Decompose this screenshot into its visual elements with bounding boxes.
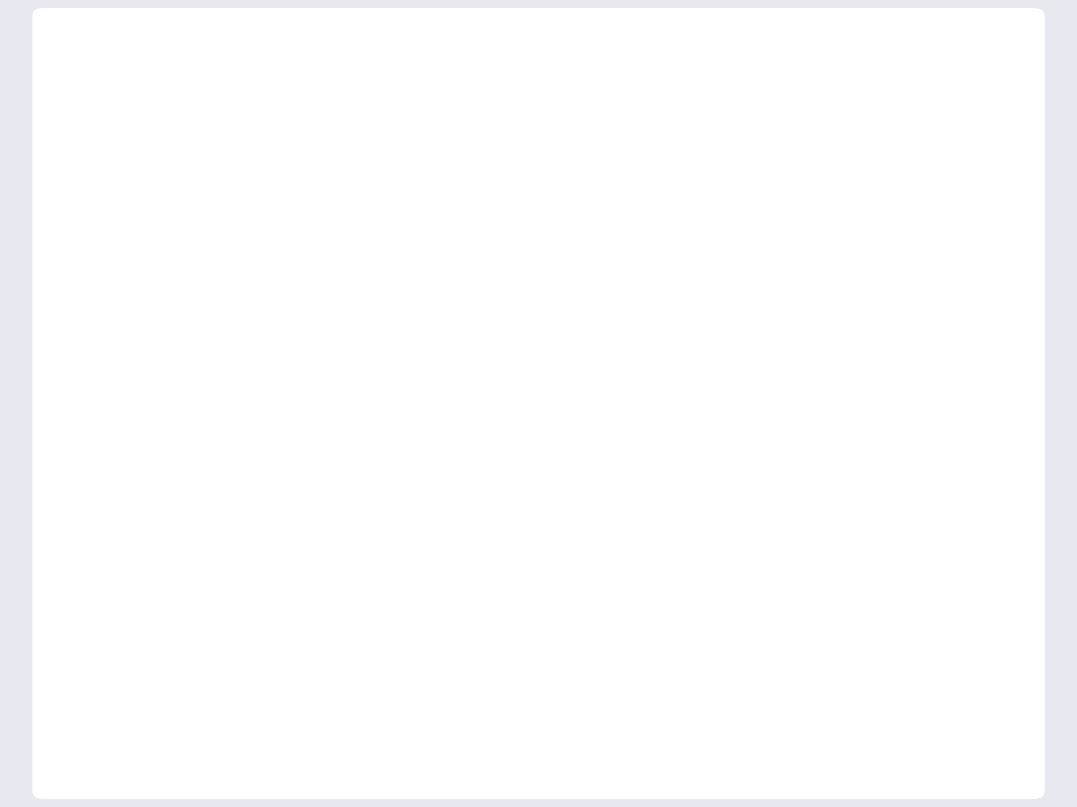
Text: $\int \dfrac{x^4}{x^2 + 5}\, dx = \dfrac{x^3}{3} - 5x + 5\sqrt{5}\, \tan^{-1}\!\: $\int \dfrac{x^4}{x^2 + 5}\, dx = \dfrac… [294, 182, 848, 254]
Text: The technique used to prove that: The technique used to prove that [361, 83, 824, 111]
Text: Integration by Parts: Integration by Parts [178, 701, 438, 727]
Text: Decomposition into Partial Fractions: Decomposition into Partial Fractions [178, 500, 654, 525]
Text: Heaviside (Cover Up) Method: Heaviside (Cover Up) Method [178, 600, 565, 626]
Text: is: is [561, 311, 581, 335]
Text: Long (Euclidean) Division: Long (Euclidean) Division [178, 395, 513, 420]
